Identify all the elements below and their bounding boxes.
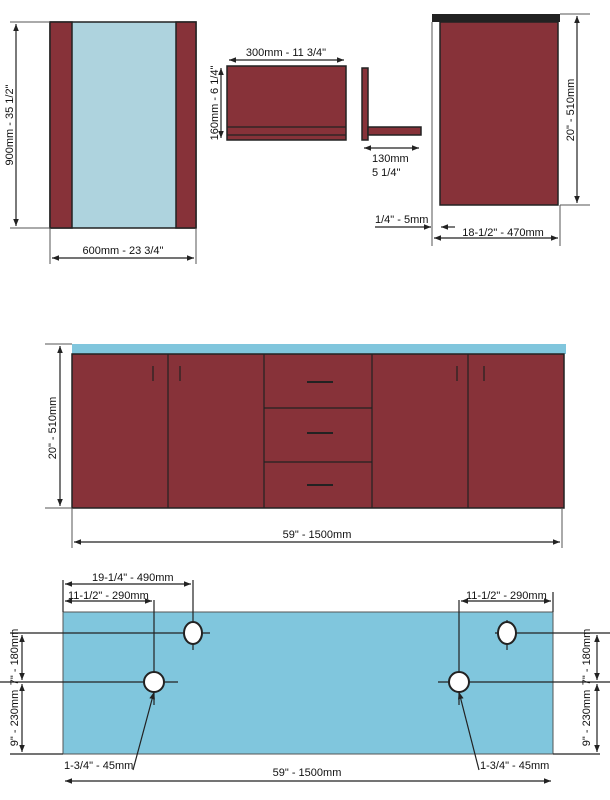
drawer-height-label: 160mm - 6 1/4" (209, 65, 221, 140)
top-view: 19-1/4" - 490mm 11-1/2" - 290mm 11-1/2" … (0, 572, 610, 784)
profile-depth-mm: 130mm (372, 153, 409, 165)
dim-180-right: 7" - 180mm (581, 629, 593, 685)
dim-290-right: 11-1/2" - 290mm (466, 590, 547, 602)
hole (183, 621, 203, 645)
cabinet-side: 20" - 510mm 1/4" - 5mm 18-1/2" - 470mm (375, 13, 590, 246)
hole (448, 671, 470, 693)
drawer-width-label: 300mm - 11 3/4" (246, 47, 326, 59)
dim-230-left: 9" - 230mm (9, 690, 21, 746)
side-panel: 900mm - 35 1/2" 600mm - 23 3/4" (4, 21, 197, 264)
dim-230-right: 9" - 230mm (581, 690, 593, 746)
drawer-profile: 130mm 5 1/4" (361, 67, 422, 179)
front-height-label: 20" - 510mm (47, 397, 59, 460)
sink-holes (143, 621, 517, 693)
dim-490: 19-1/4" - 490mm (92, 572, 174, 584)
side-panel-width-label: 600mm - 23 3/4" (83, 245, 164, 257)
profile-depth-in: 5 1/4" (372, 167, 400, 179)
cabinet-side-height-label: 20" - 510mm (565, 79, 577, 142)
side-panel-height-label: 900mm - 35 1/2" (4, 84, 16, 165)
hole (497, 621, 517, 645)
cabinet-depth-label: 18-1/2" - 470mm (462, 227, 544, 239)
top-width-label: 59" - 1500mm (273, 767, 342, 779)
dim-290-left: 11-1/2" - 290mm (68, 590, 149, 602)
hole (143, 671, 165, 693)
hole-left-label: 1-3/4" - 45mm (64, 760, 133, 772)
front-width-label: 59" - 1500mm (283, 529, 352, 541)
dim-180-left: 7" - 180mm (9, 629, 21, 685)
hole-right-label: 1-3/4" - 45mm (480, 760, 549, 772)
cabinet-offset-label: 1/4" - 5mm (375, 214, 428, 226)
drawer-side: 300mm - 11 3/4" 160mm - 6 1/4" (209, 47, 347, 141)
front-view: 20" - 510mm 59" - 1500mm (45, 343, 566, 548)
